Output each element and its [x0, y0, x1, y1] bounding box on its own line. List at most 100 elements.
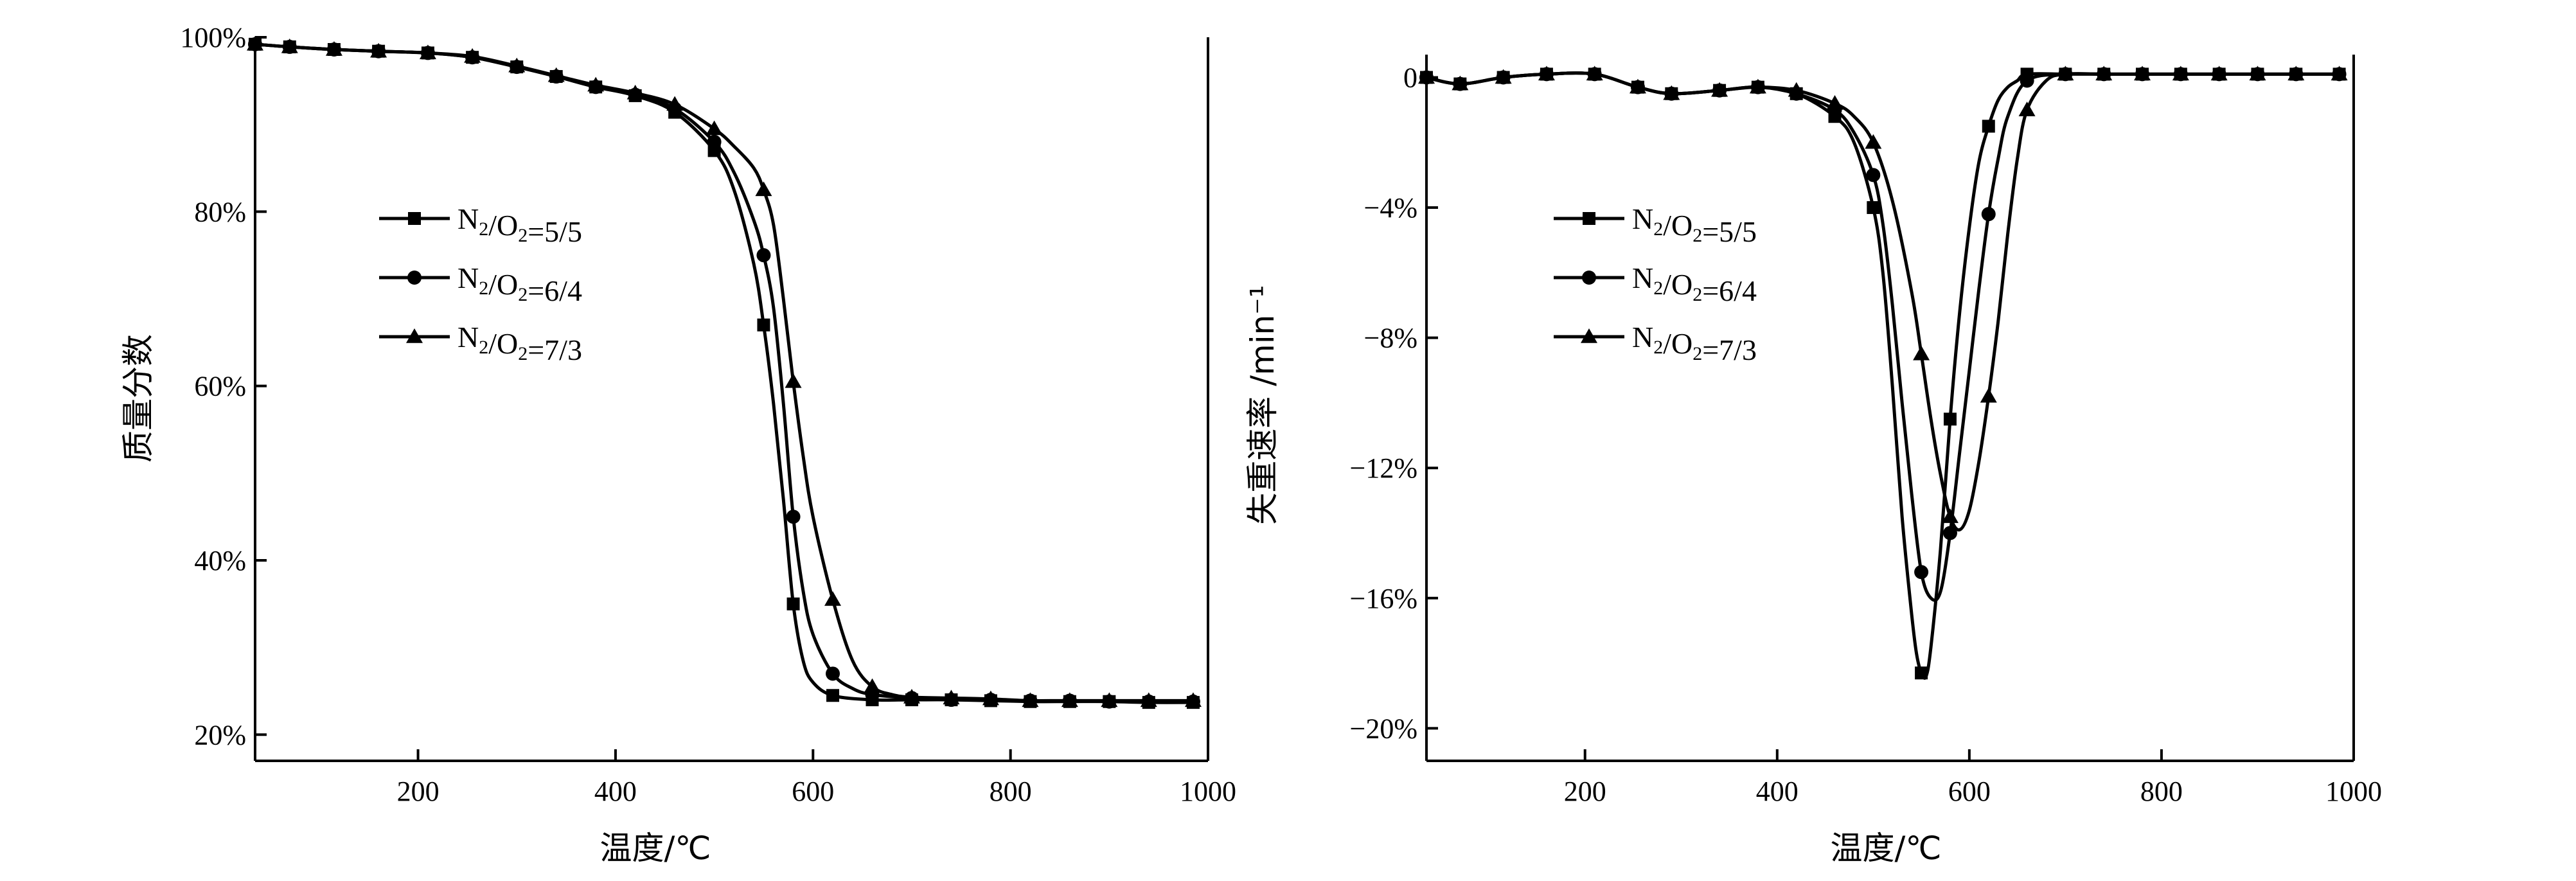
- weight-loss-rate-series-3-marker: [2287, 66, 2305, 81]
- mass-fraction-y-axis-title: 质量分数: [120, 334, 157, 463]
- weight-loss-rate-y-tick-label: −20%: [1350, 713, 1417, 744]
- weight-loss-rate-x-axis-title: 温度/℃: [1831, 830, 1942, 867]
- weight-loss-rate-legend-label-2: N2/O2=6/4: [1632, 262, 1757, 307]
- mass-fraction-series-3-marker: [464, 48, 481, 63]
- mass-fraction-series-3-marker: [587, 76, 605, 92]
- mass-fraction-series-3-marker: [1022, 692, 1039, 707]
- weight-loss-rate-plot-area: 200 400 600 800 1000 0 −4% −8% −12% −16% −20%: [1350, 55, 2382, 807]
- weight-loss-rate-series-3-marker: [1418, 69, 1435, 84]
- weight-loss-rate-x-tick-label: 200: [1564, 776, 1606, 807]
- mass-fraction-plot-area: 200 400 600 800 1000 20% 40% 60% 80% 100%: [180, 22, 1236, 807]
- mass-fraction-series-line-3: [254, 42, 1193, 703]
- mass-fraction-series-3-marker: [1140, 692, 1157, 707]
- mass-fraction-x-tick-label: 800: [990, 776, 1032, 807]
- mass-fraction-y-tick-label: 100%: [180, 22, 246, 53]
- weight-loss-rate-series-3-marker: [1749, 78, 1766, 94]
- mass-fraction-series-2-marker: [786, 510, 801, 524]
- weight-loss-rate-series-3-marker: [1941, 508, 1959, 523]
- weight-loss-rate-series-2-marker: [2020, 73, 2034, 88]
- weight-loss-rate-legend-label-1: N2/O2=5/5: [1632, 202, 1757, 248]
- weight-loss-rate-x-tick-label: 400: [1756, 776, 1799, 807]
- weight-loss-rate-series-3-marker: [2210, 66, 2228, 81]
- weight-loss-rate-legend: N2/O2=5/5 N2/O2=6/4 N2/O2=7/3: [1554, 202, 1757, 366]
- mass-fraction-y-tick-label: 40%: [194, 545, 246, 576]
- mass-fraction-series-3-marker: [508, 57, 526, 73]
- weight-loss-rate-series-3-marker: [2134, 66, 2151, 81]
- mass-fraction-series-3-marker: [943, 690, 960, 705]
- weight-loss-rate-x-tick-label: 1000: [2325, 776, 2382, 807]
- weight-loss-rate-series-3-marker: [2172, 66, 2189, 81]
- weight-loss-rate-series-3-marker: [1663, 85, 1680, 100]
- mass-fraction-series-3-marker: [547, 67, 565, 82]
- weight-loss-rate-legend-marker-1: [1583, 212, 1595, 225]
- weight-loss-rate-y-tick-label: −16%: [1350, 583, 1417, 614]
- mass-fraction-series-3-marker: [785, 373, 802, 388]
- mass-fraction-series-1-marker: [757, 318, 770, 332]
- mass-fraction-x-tick-label: 400: [594, 776, 637, 807]
- weight-loss-rate-series-3-marker: [1586, 66, 1603, 81]
- weight-loss-rate-legend-marker-3: [1581, 328, 1597, 343]
- mass-fraction-x-axis-title: 温度/℃: [600, 830, 711, 867]
- weight-loss-rate-series-3-marker: [1452, 75, 1469, 91]
- weight-loss-rate-series-3-marker: [2095, 66, 2113, 81]
- mass-fraction-series-3-marker: [325, 40, 342, 56]
- mass-fraction-series-3-marker: [706, 120, 723, 136]
- mass-fraction-series-line-2: [254, 42, 1193, 704]
- mass-fraction-y-tick-label: 60%: [194, 371, 246, 402]
- mass-fraction-series-3-marker: [626, 84, 644, 100]
- weight-loss-rate-series-2-marker: [1981, 207, 1996, 222]
- weight-loss-rate-y-tick-label: −8%: [1364, 323, 1417, 354]
- mass-fraction-series-2-marker: [707, 134, 722, 149]
- weight-loss-rate-y-tick-label: −12%: [1350, 452, 1417, 484]
- weight-loss-rate-chart: 200 400 600 800 1000 0 −4% −8% −12% −16% −20% N2/O…: [1244, 55, 2382, 867]
- mass-fraction-legend-label-2: N2/O2=6/4: [457, 262, 582, 307]
- mass-fraction-legend-marker-3: [406, 328, 423, 343]
- weight-loss-rate-y-tick-label: 0: [1403, 62, 1417, 93]
- mass-fraction-series-3-marker: [370, 42, 387, 58]
- mass-fraction-series-line-1: [254, 42, 1193, 704]
- weight-loss-rate-series-2-marker: [1866, 168, 1881, 182]
- mass-fraction-x-tick-label: 600: [792, 776, 834, 807]
- mass-fraction-x-tick-label: 200: [397, 776, 440, 807]
- weight-loss-rate-series-1-marker: [1943, 413, 1957, 426]
- weight-loss-rate-series-3-marker: [1826, 94, 1843, 110]
- weight-loss-rate-x-tick-label: 600: [1948, 776, 1991, 807]
- weight-loss-rate-series-3-marker: [1711, 82, 1728, 97]
- mass-fraction-series-1-marker: [826, 689, 840, 702]
- weight-loss-rate-series-3-marker: [1495, 69, 1512, 84]
- mass-fraction-legend-marker-2: [407, 271, 422, 285]
- weight-loss-rate-series-3-marker: [2057, 66, 2074, 81]
- weight-loss-rate-series-1-marker: [1982, 120, 1995, 133]
- weight-loss-rate-series-2-marker: [1942, 526, 1957, 540]
- weight-loss-rate-series-2-marker: [1914, 565, 1929, 580]
- mass-fraction-series-1-marker: [786, 597, 800, 610]
- weight-loss-rate-y-axis-title: 失重速率 /min⁻¹: [1244, 285, 1281, 524]
- weight-loss-rate-series-line-3: [1426, 71, 2340, 532]
- weight-loss-rate-legend-marker-2: [1582, 271, 1596, 285]
- mass-fraction-y-tick-label: 20%: [194, 719, 246, 751]
- mass-fraction-series-3-marker: [419, 44, 436, 60]
- weight-loss-rate-series-1-marker: [1915, 666, 1928, 680]
- mass-fraction-series-3-marker: [755, 181, 772, 197]
- weight-loss-rate-series-3-marker: [1538, 66, 1555, 81]
- mass-fraction-y-tick-label: 80%: [194, 196, 246, 227]
- weight-loss-rate-series-3-marker: [1629, 78, 1646, 94]
- weight-loss-rate-series-3-marker: [1913, 345, 1930, 360]
- weight-loss-rate-x-tick-label: 800: [2140, 776, 2183, 807]
- mass-fraction-series-3-marker: [1101, 692, 1118, 707]
- mass-fraction-legend: N2/O2=5/5 N2/O2=6/4 N2/O2=7/3: [379, 202, 582, 366]
- mass-fraction-series-3-marker: [1061, 692, 1078, 707]
- mass-fraction-legend-marker-1: [408, 212, 421, 225]
- mass-fraction-x-tick-label: 1000: [1180, 776, 1236, 807]
- weight-loss-rate-series-3-marker: [1865, 134, 1882, 149]
- mass-fraction-series-2-marker: [756, 248, 771, 263]
- mass-fraction-chart: 200 400 600 800 1000 20% 40% 60% 80% 100% N2/O2=5…: [120, 22, 1236, 867]
- mass-fraction-series-2-marker: [826, 666, 840, 681]
- weight-loss-rate-series-3-marker: [2018, 102, 2036, 116]
- mass-fraction-series-3-marker: [247, 35, 263, 51]
- mass-fraction-legend-label-3: N2/O2=7/3: [457, 321, 582, 366]
- mass-fraction-legend-label-1: N2/O2=5/5: [457, 202, 582, 248]
- mass-fraction-series-3-marker: [666, 96, 684, 111]
- mass-fraction-series-3-marker: [1184, 692, 1202, 707]
